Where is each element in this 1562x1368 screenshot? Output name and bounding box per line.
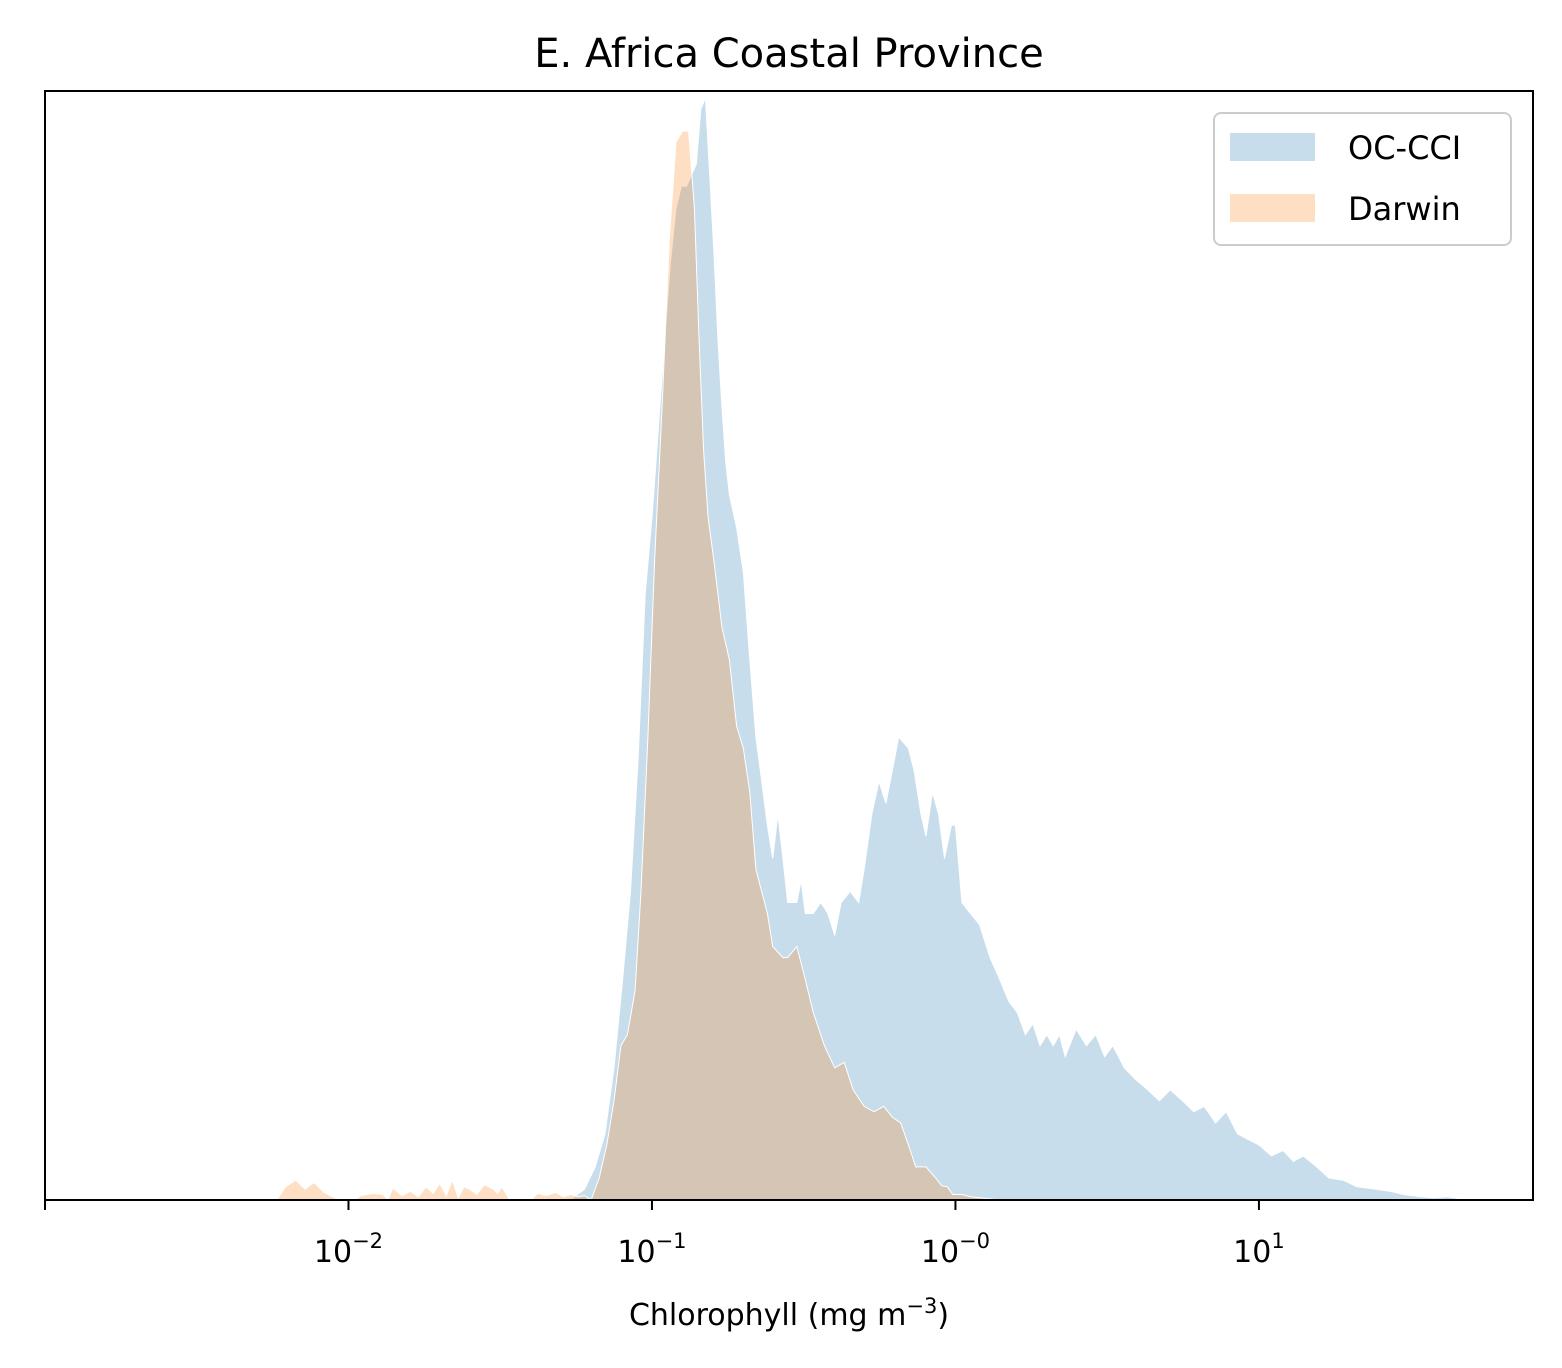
plot-frame [44, 90, 1534, 1201]
x-tick-label-3: 101 [1233, 1229, 1285, 1270]
x-ticks: 10−2 10−1 10−0 101 [44, 1200, 1285, 1270]
x-axis-label: Chlorophyll (mg m−3) [629, 1294, 949, 1333]
x-axis-label-suffix: ) [937, 1298, 949, 1333]
legend-swatch-darwin [1230, 194, 1315, 222]
x-axis-label-text: Chlorophyll (mg m [629, 1298, 906, 1333]
legend-label-darwin: Darwin [1348, 190, 1461, 228]
series-area-oc-cci [560, 97, 1491, 1201]
series-area-darwin [275, 130, 1000, 1201]
x-tick-label-2: 10−0 [921, 1229, 990, 1270]
chart-title: E. Africa Coastal Province [534, 31, 1043, 77]
x-tick-label-0: 10−2 [314, 1229, 383, 1270]
x-axis-label-superscript: −3 [906, 1294, 937, 1318]
series-layer [275, 97, 1491, 1201]
legend-label-oc-cci: OC-CCI [1348, 129, 1461, 167]
legend-swatch-oc-cci [1230, 133, 1315, 161]
legend-frame [1213, 112, 1512, 246]
legend: OC-CCI Darwin [1213, 112, 1512, 246]
x-tick-label-1: 10−1 [617, 1229, 686, 1270]
